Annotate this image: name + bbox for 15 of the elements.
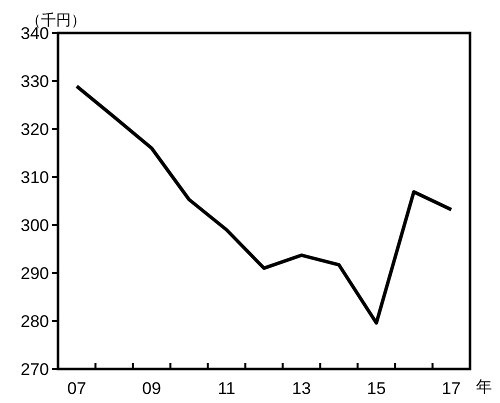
y-tick-label: 330	[20, 72, 49, 91]
x-tick-label: 13	[292, 379, 311, 398]
x-tick-label: 17	[442, 379, 461, 398]
x-tick-label: 11	[218, 379, 236, 398]
y-tick-label: 300	[20, 216, 49, 235]
y-tick-label: 310	[20, 168, 49, 187]
line-series	[74, 84, 454, 325]
y-tick-label: 320	[20, 120, 49, 139]
x-tick-label: 09	[142, 379, 162, 398]
y-tick-label: 270	[20, 360, 49, 379]
y-tick-label: 280	[20, 312, 49, 331]
x-tick-label: 07	[67, 379, 86, 398]
x-tick-label: 15	[366, 379, 386, 398]
y-tick-label: 290	[20, 264, 49, 283]
x-axis-title: 年	[476, 379, 492, 396]
